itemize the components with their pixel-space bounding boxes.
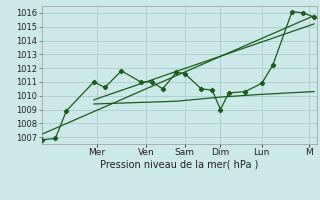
X-axis label: Pression niveau de la mer( hPa ): Pression niveau de la mer( hPa ) <box>100 160 258 170</box>
